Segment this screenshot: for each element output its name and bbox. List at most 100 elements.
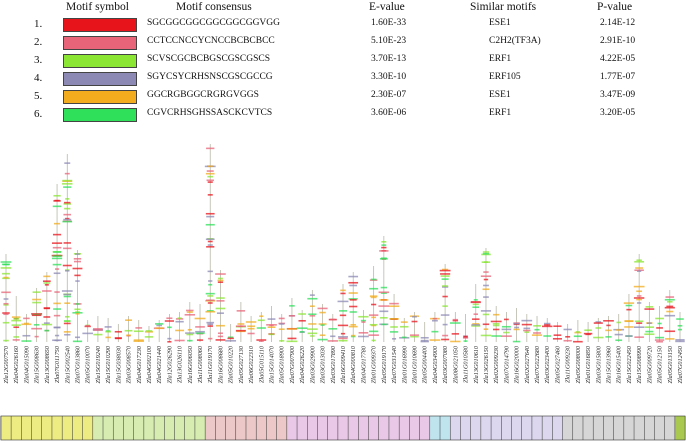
motif-mark — [503, 318, 509, 321]
motif-mark — [452, 318, 459, 321]
motif-mark — [616, 329, 622, 331]
motif-mark — [544, 322, 551, 325]
gene-track — [675, 312, 685, 343]
motif-mark — [257, 319, 265, 322]
motif-mark — [645, 306, 654, 308]
motif-mark — [595, 327, 602, 329]
group-segment — [674, 416, 686, 440]
group-segment — [164, 416, 175, 440]
motif-mark — [483, 271, 489, 273]
motif-mark — [380, 292, 387, 294]
gene-label: Zla05G027130 — [238, 345, 245, 383]
motif-mark — [319, 311, 326, 314]
gene-label: Zla03G013030 — [320, 345, 327, 383]
group-segment — [388, 416, 400, 440]
motif-mark — [350, 324, 356, 326]
motif-mark — [665, 296, 675, 298]
motif-mark — [144, 336, 154, 338]
motif-mark — [553, 334, 562, 336]
motif-mark — [288, 315, 296, 317]
motif-similar: ERF105 — [489, 72, 521, 82]
gene-track — [92, 316, 104, 342]
motif-mark — [247, 332, 255, 335]
motif-mark — [513, 322, 520, 325]
motif-mark — [53, 308, 61, 310]
motif-mark — [235, 325, 246, 327]
motif-mark — [205, 223, 215, 226]
group-segment — [368, 416, 380, 440]
motif-mark — [656, 340, 664, 343]
motif-mark — [63, 213, 72, 216]
motif-mark — [440, 275, 450, 277]
gene-track — [307, 290, 318, 342]
motif-mark — [442, 305, 448, 307]
motif-color-swatch — [63, 72, 137, 86]
motif-mark — [256, 339, 267, 341]
motif-mark — [308, 313, 317, 316]
gene-track — [184, 302, 196, 342]
motif-mark — [664, 330, 676, 333]
motif-mark — [207, 165, 213, 168]
motif-similar: ESE1 — [489, 90, 511, 100]
gene-label: Zla01G009370 — [371, 345, 378, 383]
motif-mark — [482, 313, 490, 316]
motif-mark — [186, 311, 193, 313]
motif-mark — [217, 335, 224, 338]
gene-label: Zla15G013960 — [606, 345, 613, 383]
motif-mark — [43, 275, 51, 278]
motif-mark — [175, 329, 185, 332]
motif-mark — [195, 332, 205, 335]
group-segment — [480, 416, 492, 440]
gene-tracks — [0, 144, 685, 343]
motif-mark — [584, 329, 592, 332]
motif-mark — [23, 322, 29, 325]
motif-mark — [543, 335, 552, 337]
group-segment — [521, 416, 533, 440]
gene-track — [388, 294, 400, 342]
motif-p-value: 4.22E-05 — [600, 54, 636, 64]
motif-mark — [62, 179, 73, 182]
motif-mark — [196, 339, 204, 341]
motif-mark — [286, 328, 298, 330]
motif-number: 1. — [34, 18, 43, 30]
motif-mark — [442, 268, 449, 271]
gene-track — [215, 270, 226, 342]
motif-mark — [217, 332, 223, 335]
motif-mark — [3, 302, 9, 305]
group-segment — [174, 416, 186, 440]
motif-p-value: 3.47E-09 — [600, 90, 636, 100]
motif-mark — [216, 300, 225, 302]
motif-mark — [655, 336, 665, 339]
motif-mark — [93, 328, 103, 330]
motif-mark — [534, 328, 540, 331]
motif-mark — [665, 338, 675, 340]
motif-mark — [73, 257, 82, 260]
motif-mark — [371, 316, 377, 319]
motif-mark — [217, 281, 224, 284]
motif-mark — [287, 337, 297, 340]
motif-mark — [370, 278, 377, 281]
motif-mark — [52, 233, 62, 236]
motif-mark — [53, 251, 62, 253]
gene-track — [583, 322, 593, 342]
motif-mark — [247, 327, 255, 330]
motif-mark — [135, 327, 143, 329]
motif-mark — [236, 310, 246, 312]
motif-mark — [442, 295, 448, 298]
motif-mark — [583, 332, 593, 335]
motif-mark — [664, 306, 675, 309]
motif-mark — [63, 293, 72, 296]
gene-track — [358, 310, 369, 342]
motif-mark — [21, 323, 32, 326]
motif-mark — [636, 298, 643, 301]
group-segment — [409, 416, 420, 440]
motif-mark — [310, 335, 315, 337]
gene-label: Zla05G015110 — [258, 345, 265, 383]
group-segment — [511, 416, 523, 440]
motif-mark — [623, 302, 635, 304]
motif-mark — [186, 333, 194, 336]
gene-track — [82, 320, 93, 342]
motif-mark — [235, 329, 246, 332]
motif-mark — [482, 288, 490, 291]
gene-label: Zla02G027640 — [524, 345, 531, 383]
